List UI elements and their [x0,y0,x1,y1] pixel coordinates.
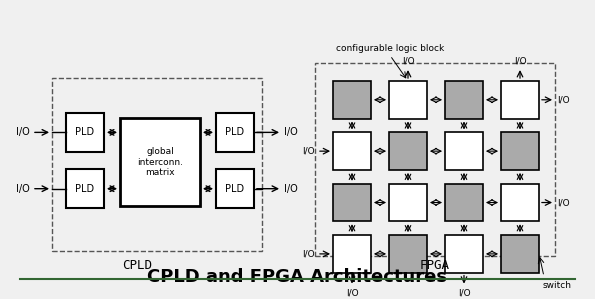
Text: I/O: I/O [284,127,298,137]
Text: global
interconn.
matrix: global interconn. matrix [137,147,183,177]
FancyBboxPatch shape [445,132,483,170]
FancyBboxPatch shape [501,81,539,118]
FancyBboxPatch shape [66,169,104,208]
FancyBboxPatch shape [216,113,254,152]
FancyBboxPatch shape [445,235,483,273]
FancyBboxPatch shape [389,132,427,170]
Text: switch: switch [543,280,572,289]
Text: I/O: I/O [513,56,527,65]
Text: CPLD and FPGA Architectures: CPLD and FPGA Architectures [147,268,447,286]
Text: I/O: I/O [284,184,298,194]
Text: CPLD: CPLD [122,259,152,272]
FancyBboxPatch shape [333,81,371,118]
FancyBboxPatch shape [333,132,371,170]
FancyBboxPatch shape [445,81,483,118]
Text: PLD: PLD [76,184,95,194]
Text: I/O: I/O [346,289,358,298]
FancyBboxPatch shape [315,63,555,256]
Text: I/O: I/O [557,198,569,207]
Text: I/O: I/O [302,249,315,258]
Text: I/O: I/O [557,95,569,104]
FancyBboxPatch shape [501,132,539,170]
Text: I/O: I/O [458,289,470,298]
Text: PLD: PLD [226,184,245,194]
Text: FPGA: FPGA [420,259,450,272]
FancyBboxPatch shape [445,184,483,221]
FancyBboxPatch shape [66,113,104,152]
Text: PLD: PLD [76,127,95,137]
FancyBboxPatch shape [389,81,427,118]
Text: I/O: I/O [16,127,30,137]
Text: I/O: I/O [16,184,30,194]
FancyBboxPatch shape [120,118,200,207]
FancyBboxPatch shape [333,184,371,221]
Text: configurable logic block: configurable logic block [336,44,444,53]
FancyBboxPatch shape [333,235,371,273]
FancyBboxPatch shape [389,235,427,273]
FancyBboxPatch shape [501,184,539,221]
FancyBboxPatch shape [52,78,262,251]
Text: I/O: I/O [302,147,315,156]
Text: PLD: PLD [226,127,245,137]
FancyBboxPatch shape [501,235,539,273]
FancyBboxPatch shape [216,169,254,208]
Text: I/O: I/O [402,56,414,65]
FancyBboxPatch shape [389,184,427,221]
